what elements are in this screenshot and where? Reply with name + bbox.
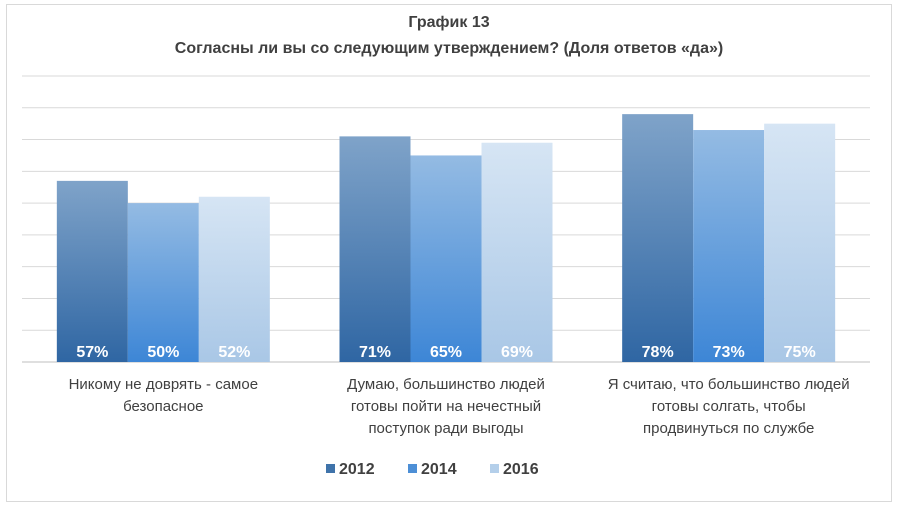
chart-title: График 13 (408, 14, 489, 31)
bar-2016-1 (198, 196, 270, 362)
legend-swatch-2016 (490, 464, 499, 473)
legend-label: 2016 (503, 461, 539, 478)
category-label: поступок ради выгоды (368, 420, 523, 437)
category-label: готовы солгать, чтобы (652, 398, 806, 415)
legend-label: 2014 (421, 461, 457, 478)
bar-2012-1 (56, 180, 128, 362)
bars (56, 114, 836, 363)
category-label: безопасное (123, 398, 203, 415)
bar-2014-2 (410, 155, 482, 362)
category-label: Я считаю, что большинство людей (608, 376, 850, 393)
bar-2012-2 (339, 136, 411, 362)
bar-2016-2 (481, 142, 553, 362)
legend-label: 2012 (339, 461, 375, 478)
bar-2016-3 (764, 123, 836, 363)
category-label: Никому не доврять - самое (69, 376, 258, 393)
chart-subtitle: Согласны ли вы со следующим утверждением… (175, 40, 723, 57)
bar-2014-1 (127, 203, 199, 362)
bar-2014-3 (693, 130, 765, 362)
data-label: 69% (501, 344, 533, 361)
bar-2012-3 (622, 114, 694, 362)
category-label: готовы пойти на нечестный (351, 398, 541, 415)
data-label: 65% (430, 344, 462, 361)
data-label: 57% (76, 344, 108, 361)
category-label: Думаю, большинство людей (347, 376, 545, 393)
data-label: 75% (784, 344, 816, 361)
category-label: продвинуться по службе (643, 420, 814, 437)
legend-swatch-2014 (408, 464, 417, 473)
category-labels: Никому не доврять - самое безопасное Думаю… (69, 376, 850, 437)
data-label: 78% (642, 344, 674, 361)
legend-swatch-2012 (326, 464, 335, 473)
data-label: 50% (147, 344, 179, 361)
data-label: 52% (218, 344, 250, 361)
data-label: 73% (713, 344, 745, 361)
legend: 2012 2014 2016 (326, 461, 539, 478)
data-labels: 57% 50% 52% 71% 65% 69% 78% 73% 75% (76, 344, 815, 361)
data-label: 71% (359, 344, 391, 361)
